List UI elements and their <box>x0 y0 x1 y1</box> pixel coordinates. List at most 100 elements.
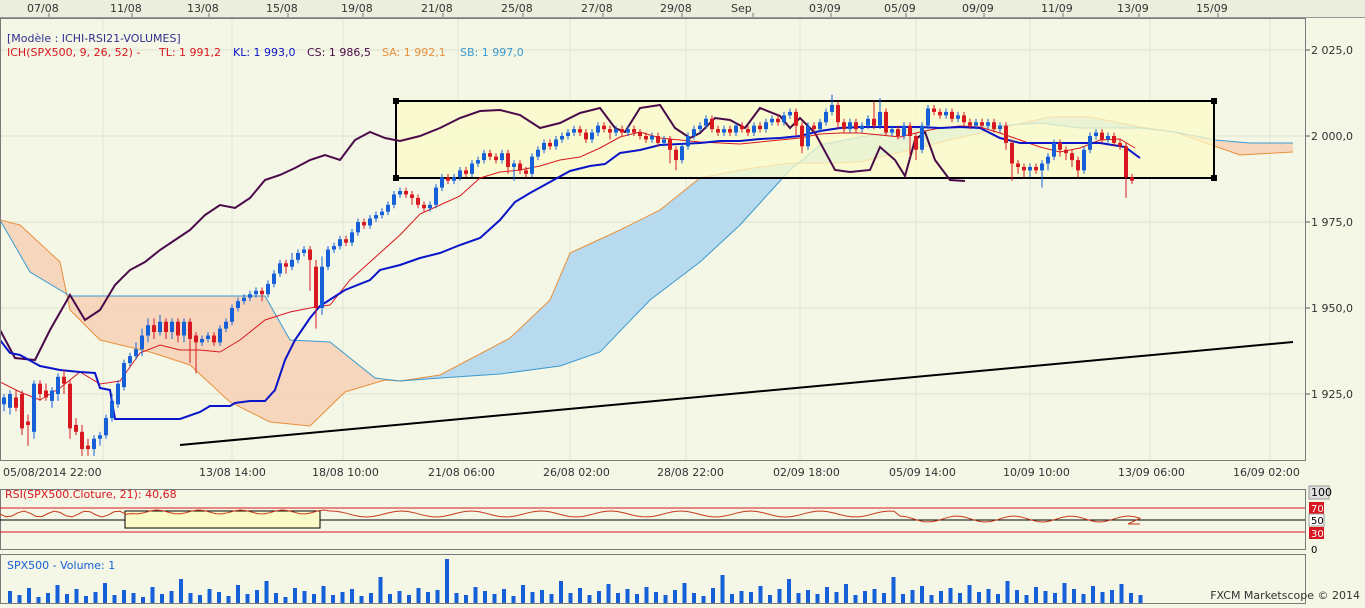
volume-bar <box>682 583 687 603</box>
candle <box>104 414 108 439</box>
volume-bar <box>720 575 725 603</box>
handle-tr[interactable] <box>1211 98 1217 104</box>
volume-bar <box>1015 590 1019 603</box>
volume-bar <box>416 588 421 603</box>
rsi-range-box[interactable] <box>124 510 321 529</box>
candle <box>662 136 666 147</box>
volume-bar <box>369 593 373 603</box>
volume-bar <box>863 591 867 603</box>
candle <box>194 332 198 374</box>
volume-bar <box>93 592 98 603</box>
candle <box>290 252 294 271</box>
volume-bar <box>711 588 715 603</box>
candle <box>608 125 612 140</box>
candle <box>626 125 630 136</box>
candle <box>884 108 888 136</box>
ich-label: ICH(SPX500, 9, 26, 52) - <box>7 46 140 59</box>
candle <box>116 380 120 408</box>
candle <box>44 383 48 401</box>
candle <box>434 184 438 209</box>
kijun-line <box>0 125 1141 420</box>
volume-bar <box>17 595 22 603</box>
candle <box>572 125 576 136</box>
candle <box>980 118 984 130</box>
volume-bar <box>245 594 250 603</box>
candle <box>848 118 852 133</box>
candle <box>566 129 570 140</box>
candle <box>68 380 72 439</box>
candle <box>74 418 78 436</box>
candle <box>374 211 378 222</box>
volume-bar <box>302 591 307 603</box>
candle <box>14 390 18 412</box>
handle-tl[interactable] <box>393 98 399 104</box>
y-tick: 2 000,0 <box>1311 130 1353 143</box>
volume-bar <box>806 590 810 603</box>
candle <box>938 108 942 119</box>
volume-bar <box>274 593 278 603</box>
candle <box>32 380 36 439</box>
volume-bar <box>46 593 50 603</box>
volume-bar <box>160 594 164 603</box>
volume-bar <box>654 592 658 603</box>
trend-line[interactable] <box>179 341 1294 446</box>
candle <box>734 122 738 136</box>
volume-bar <box>55 585 60 603</box>
candle <box>632 125 636 136</box>
candle <box>1064 146 1068 161</box>
legend-bg <box>4 31 199 45</box>
candle <box>26 414 30 446</box>
range-box-handles[interactable] <box>393 98 1217 181</box>
volume-bar <box>853 595 858 603</box>
candle <box>668 136 672 164</box>
candle <box>746 125 750 136</box>
top-date-label: 11/09 <box>1041 2 1073 15</box>
candle <box>410 191 414 205</box>
sb-value: SB: 1 997,0 <box>460 46 524 59</box>
candle <box>134 342 138 360</box>
sa-value: SA: 1 992,1 <box>382 46 446 59</box>
candle <box>680 142 684 164</box>
volume-bar <box>1062 583 1067 603</box>
candle <box>596 122 600 136</box>
candle <box>1124 142 1128 198</box>
volume-bar <box>796 593 801 603</box>
candle <box>824 108 828 126</box>
candle <box>422 201 426 212</box>
rsi-tick-100: 100 <box>1311 486 1332 499</box>
handle-bl[interactable] <box>393 175 399 181</box>
volume-bar <box>920 586 924 603</box>
volume-bar <box>1119 584 1124 603</box>
volume-bar <box>967 585 972 603</box>
candle <box>476 156 480 167</box>
volume-bar <box>663 595 668 603</box>
time-axis: 05/08/2014 22:00 13/08 14:00 18/08 10:00 21… <box>3 466 1300 479</box>
volume-bar <box>131 593 136 603</box>
volume-bar <box>150 587 155 603</box>
volume-bar <box>1129 593 1133 603</box>
candle <box>500 149 504 164</box>
volume-bar <box>692 593 696 603</box>
volume-bar <box>597 591 601 603</box>
volume-bar <box>587 595 592 603</box>
volume-bar <box>1091 586 1095 603</box>
candle <box>698 122 702 133</box>
volume-bar <box>27 588 31 603</box>
candle <box>1100 129 1104 143</box>
candle <box>728 125 732 136</box>
volume-bar <box>530 592 535 603</box>
candle <box>1112 132 1116 147</box>
volume-panel: SPX500 - Volume: 1 FXCM Marketscope © 20… <box>0 554 1360 604</box>
candle <box>2 394 6 412</box>
volume-bar <box>958 593 962 603</box>
candle <box>758 122 762 133</box>
candle <box>716 125 720 136</box>
handle-br[interactable] <box>1211 175 1217 181</box>
candle <box>722 125 726 136</box>
volume-bar <box>388 594 392 603</box>
volume-bar <box>578 588 582 603</box>
footer-copyright: FXCM Marketscope © 2014 <box>1210 589 1360 602</box>
candle <box>770 115 774 126</box>
top-date-label: 29/08 <box>660 2 692 15</box>
